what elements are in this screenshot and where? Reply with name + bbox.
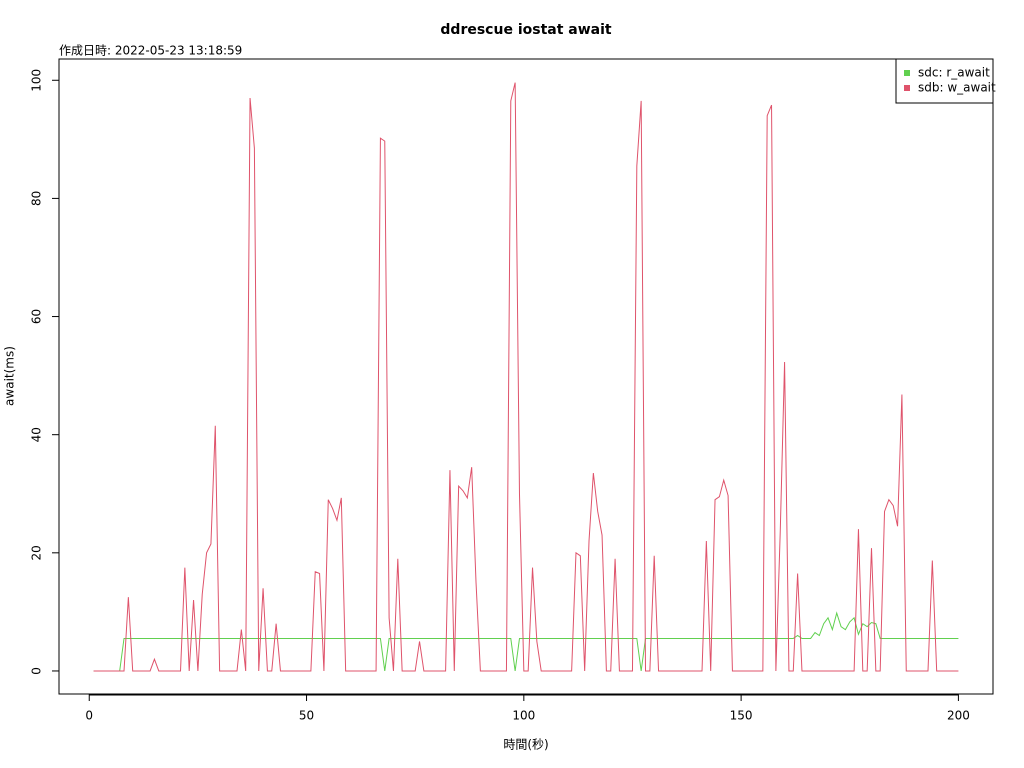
y-tick-label: 100 (30, 69, 44, 92)
legend-box (895, 58, 994, 104)
series-line (93, 611, 959, 672)
x-tick-label: 150 (730, 709, 753, 723)
legend-swatch (904, 85, 910, 91)
series-line (93, 82, 959, 672)
y-tick-label: 0 (30, 667, 44, 675)
subtitle: 作成日時: 2022-05-23 13:18:59 (59, 44, 242, 58)
legend-label: sdc: r_await (918, 66, 990, 80)
x-tick-label: 200 (947, 709, 970, 723)
y-axis-label: await(ms) (3, 346, 17, 406)
x-tick-label: 50 (299, 709, 314, 723)
x-tick-label: 0 (85, 709, 93, 723)
x-axis-label: 時間(秒) (503, 738, 548, 752)
y-tick-label: 60 (30, 309, 44, 324)
legend-label: sdb: w_await (918, 81, 996, 95)
x-tick-label: 100 (512, 709, 535, 723)
chart-title: ddrescue iostat await (440, 22, 611, 38)
y-tick-label: 40 (30, 427, 44, 442)
y-tick-label: 20 (30, 545, 44, 560)
legend-swatch (904, 70, 910, 76)
y-tick-label: 80 (30, 191, 44, 206)
